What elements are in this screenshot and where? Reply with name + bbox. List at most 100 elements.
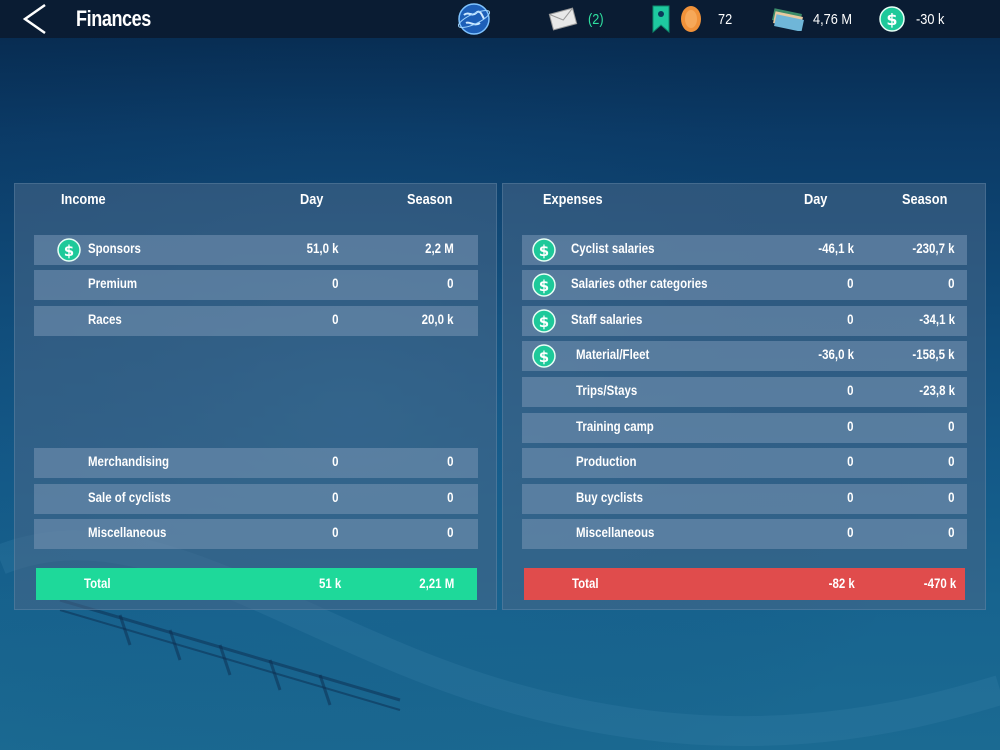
row-day-value: 0 bbox=[847, 383, 854, 398]
row-season-value: 0 bbox=[948, 454, 955, 469]
daily-balance-button[interactable]: $ bbox=[878, 0, 906, 38]
mail-button[interactable] bbox=[548, 0, 578, 38]
income-row-races[interactable]: Races 0 20,0 k bbox=[34, 306, 478, 336]
row-label: Production bbox=[576, 454, 637, 469]
dollar-coin-icon: $ bbox=[57, 238, 81, 262]
row-season-value: 0 bbox=[447, 490, 454, 505]
row-day-value: 0 bbox=[847, 454, 854, 469]
dollar-coin-icon: $ bbox=[532, 238, 556, 262]
row-label: Miscellaneous bbox=[576, 525, 655, 540]
row-label: Material/Fleet bbox=[576, 347, 650, 362]
svg-text:$: $ bbox=[539, 348, 549, 366]
row-season-value: 0 bbox=[447, 454, 454, 469]
row-season-value: 0 bbox=[948, 525, 955, 540]
row-season-value: -34,1 k bbox=[919, 312, 955, 327]
row-season-value: -23,8 k bbox=[919, 383, 955, 398]
row-day-value: 0 bbox=[847, 276, 854, 291]
token-count: 72 bbox=[718, 10, 733, 28]
banknotes-icon bbox=[772, 8, 804, 31]
dollar-coin-icon: $ bbox=[879, 6, 905, 32]
dollar-coin-icon: $ bbox=[532, 273, 556, 297]
row-day-value: 0 bbox=[847, 525, 854, 540]
svg-text:$: $ bbox=[539, 242, 549, 260]
row-label: Training camp bbox=[576, 419, 654, 434]
expenses-row-miscellaneous[interactable]: Miscellaneous 0 0 bbox=[522, 519, 967, 549]
chevron-left-icon bbox=[22, 3, 46, 35]
svg-text:$: $ bbox=[64, 242, 74, 260]
income-day-header: Day bbox=[300, 191, 324, 208]
expenses-row-trips-stays[interactable]: Trips/Stays 0 -23,8 k bbox=[522, 377, 967, 407]
total-day-value: -82 k bbox=[828, 576, 855, 591]
svg-text:$: $ bbox=[886, 10, 897, 29]
income-row-premium[interactable]: Premium 0 0 bbox=[34, 270, 478, 300]
income-row-miscellaneous[interactable]: Miscellaneous 0 0 bbox=[34, 519, 478, 549]
total-season-value: -470 k bbox=[923, 576, 956, 591]
row-label: Trips/Stays bbox=[576, 383, 638, 398]
income-row-merchandising[interactable]: Merchandising 0 0 bbox=[34, 448, 478, 478]
row-day-value: 0 bbox=[332, 490, 339, 505]
expenses-row-buy-cyclists[interactable]: Buy cyclists 0 0 bbox=[522, 484, 967, 514]
row-label: Sponsors bbox=[88, 241, 141, 256]
expenses-row-salaries-other-categories[interactable]: $ Salaries other categories 0 0 bbox=[522, 270, 967, 300]
back-button[interactable] bbox=[14, 2, 54, 36]
world-globe-button[interactable] bbox=[456, 0, 492, 38]
expenses-row-staff-salaries[interactable]: $ Staff salaries 0 -34,1 k bbox=[522, 306, 967, 336]
income-row-sale-of-cyclists[interactable]: Sale of cyclists 0 0 bbox=[34, 484, 478, 514]
coin-icon bbox=[681, 6, 701, 32]
token-shop-button[interactable] bbox=[650, 0, 704, 38]
row-label: Merchandising bbox=[88, 454, 169, 469]
expenses-row-material-fleet[interactable]: $ Material/Fleet -36,0 k -158,5 k bbox=[522, 341, 967, 371]
income-heading: Income bbox=[61, 191, 106, 208]
budget-value: 4,76 M bbox=[813, 10, 852, 28]
mail-count: (2) bbox=[588, 10, 604, 28]
row-day-value: 0 bbox=[847, 419, 854, 434]
row-season-value: 0 bbox=[948, 490, 955, 505]
row-season-value: -230,7 k bbox=[912, 241, 955, 256]
row-day-value: 0 bbox=[847, 490, 854, 505]
svg-text:$: $ bbox=[539, 313, 549, 331]
expenses-panel: Expenses Day Season $ Cyclist salaries -… bbox=[502, 183, 986, 610]
total-label: Total bbox=[84, 576, 111, 591]
budget-button[interactable] bbox=[770, 0, 806, 38]
dollar-coin-icon: $ bbox=[532, 344, 556, 368]
globe-icon bbox=[457, 3, 491, 35]
row-season-value: 0 bbox=[948, 276, 955, 291]
expenses-row-production[interactable]: Production 0 0 bbox=[522, 448, 967, 478]
row-season-value: 2,2 M bbox=[425, 241, 454, 256]
bookmark-cyclist-icon bbox=[652, 5, 670, 34]
top-bar: Finances (2) 72 bbox=[0, 0, 1000, 38]
row-label: Staff salaries bbox=[571, 312, 643, 327]
expenses-row-training-camp[interactable]: Training camp 0 0 bbox=[522, 413, 967, 443]
row-day-value: 0 bbox=[332, 276, 339, 291]
row-label: Miscellaneous bbox=[88, 525, 167, 540]
daily-balance-value: -30 k bbox=[916, 10, 945, 28]
row-label: Premium bbox=[88, 276, 138, 291]
expenses-total-row: Total -82 k -470 k bbox=[524, 568, 965, 600]
row-day-value: -46,1 k bbox=[818, 241, 854, 256]
row-day-value: 0 bbox=[332, 454, 339, 469]
row-season-value: -158,5 k bbox=[912, 347, 955, 362]
income-row-sponsors[interactable]: $ Sponsors 51,0 k 2,2 M bbox=[34, 235, 478, 265]
total-day-value: 51 k bbox=[318, 576, 341, 591]
row-label: Sale of cyclists bbox=[88, 490, 171, 505]
income-total-row: Total 51 k 2,21 M bbox=[36, 568, 477, 600]
expenses-row-cyclist-salaries[interactable]: $ Cyclist salaries -46,1 k -230,7 k bbox=[522, 235, 967, 265]
row-label: Salaries other categories bbox=[571, 276, 708, 291]
row-day-value: 0 bbox=[332, 525, 339, 540]
svg-text:$: $ bbox=[539, 277, 549, 295]
income-panel: Income Day Season $ Sponsors 51,0 k 2,2 … bbox=[14, 183, 497, 610]
row-label: Cyclist salaries bbox=[571, 241, 655, 256]
total-season-value: 2,21 M bbox=[418, 576, 454, 591]
dollar-coin-icon: $ bbox=[532, 309, 556, 333]
row-season-value: 0 bbox=[447, 276, 454, 291]
row-day-value: -36,0 k bbox=[818, 347, 854, 362]
total-label: Total bbox=[572, 576, 599, 591]
row-label: Buy cyclists bbox=[576, 490, 643, 505]
row-day-value: 0 bbox=[332, 312, 339, 327]
row-label: Races bbox=[88, 312, 122, 327]
income-season-header: Season bbox=[407, 191, 453, 208]
expenses-day-header: Day bbox=[804, 191, 828, 208]
expenses-season-header: Season bbox=[902, 191, 948, 208]
row-season-value: 0 bbox=[948, 419, 955, 434]
row-day-value: 51,0 k bbox=[307, 241, 339, 256]
